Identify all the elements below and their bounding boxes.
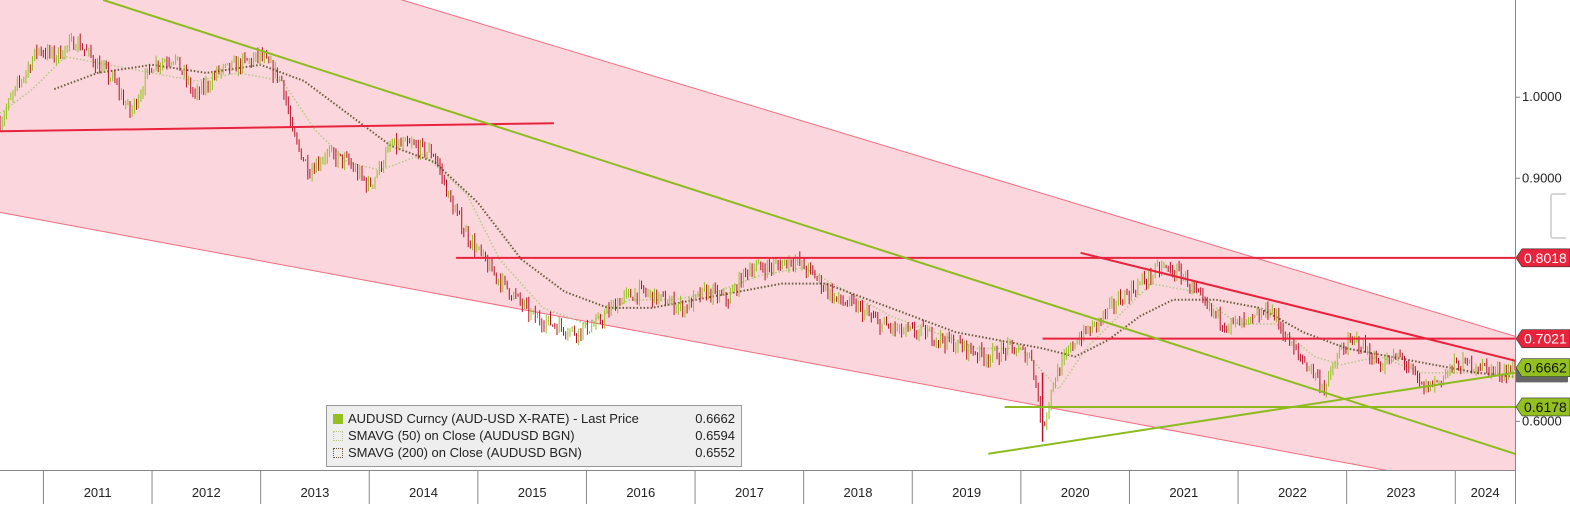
x-tick-label: 2022 [1278, 485, 1307, 500]
trend-channel [0, 0, 1515, 470]
legend-label: AUDUSD Curncy (AUD-USD X-RATE) - Last Pr… [348, 411, 639, 426]
price-tags: 0.8018 0.7021 0.6662 0.6178 [1515, 248, 1570, 417]
price-tag-0.8018 [1515, 248, 1570, 268]
price-candles [0, 33, 1515, 442]
price-tag-label: 0.6662 [1524, 360, 1567, 376]
price-tag-0.6178 [1515, 397, 1570, 417]
x-tick-label: 2015 [518, 485, 547, 500]
sma200-swatch-icon [333, 447, 343, 458]
price-tag-label: 0.6178 [1524, 399, 1567, 415]
channel-lower-edge [0, 211, 1388, 470]
x-tick-label: 2019 [952, 485, 981, 500]
x-tick-label: 2016 [626, 485, 655, 500]
legend-item-price: AUDUSD Curncy (AUD-USD X-RATE) - Last Pr… [333, 410, 735, 427]
legend-value: 0.6662 [695, 411, 735, 426]
x-axis: 2011 2012 2013 2014 2015 2016 2017 2018 2019 2020… [42, 470, 1500, 504]
x-tick-label: 2024 [1471, 485, 1500, 500]
price-tag-0.7021 [1515, 329, 1570, 348]
x-tick-label: 2012 [192, 485, 221, 500]
legend-label: SMAVG (200) on Close (AUDUSD BGN) [348, 445, 582, 460]
price-swatch-icon [333, 413, 343, 424]
legend-item-sma200: SMAVG (200) on Close (AUDUSD BGN) 0.6552 [333, 444, 735, 461]
x-tick-label: 2021 [1169, 485, 1198, 500]
plot-area [0, 0, 1515, 470]
x-tick-label: 2017 [735, 485, 764, 500]
price-tag-0.6662 [1515, 358, 1570, 378]
legend-label: SMAVG (50) on Close (AUDUSD BGN) [348, 428, 575, 443]
legend-value: 0.6594 [695, 428, 735, 443]
sma50-swatch-icon [333, 430, 343, 441]
panel-handle-icon[interactable] [1550, 193, 1566, 239]
x-tick-label: 2011 [84, 485, 112, 500]
sma50-line [0, 55, 1515, 391]
x-tick-label: 2023 [1387, 485, 1416, 500]
y-tick-label: 1.0000 [1522, 89, 1562, 104]
chart-legend[interactable]: AUDUSD Curncy (AUD-USD X-RATE) - Last Pr… [326, 405, 742, 467]
y-tick-label: 0.6000 [1522, 413, 1562, 428]
legend-item-sma50: SMAVG (50) on Close (AUDUSD BGN) 0.6594 [333, 427, 735, 444]
price-tag-label: 0.7021 [1524, 331, 1567, 347]
x-tick-label: 2013 [300, 485, 329, 500]
x-tick-label: 2020 [1061, 485, 1090, 500]
x-tick-label: 2018 [844, 485, 873, 500]
trendline-green-long-downtrend [102, 0, 1515, 455]
y-tick-label: 0.9000 [1522, 170, 1562, 185]
trendline-red-horizontal-2011 [0, 122, 554, 133]
trendline-red-falling-resistance [1080, 251, 1515, 362]
legend-value: 0.6552 [695, 445, 735, 460]
trendline-green-rising-support [988, 371, 1515, 455]
channel-upper-edge [400, 0, 1515, 337]
price-tag-label: 0.8018 [1524, 250, 1567, 266]
x-tick-label: 2014 [409, 485, 438, 500]
